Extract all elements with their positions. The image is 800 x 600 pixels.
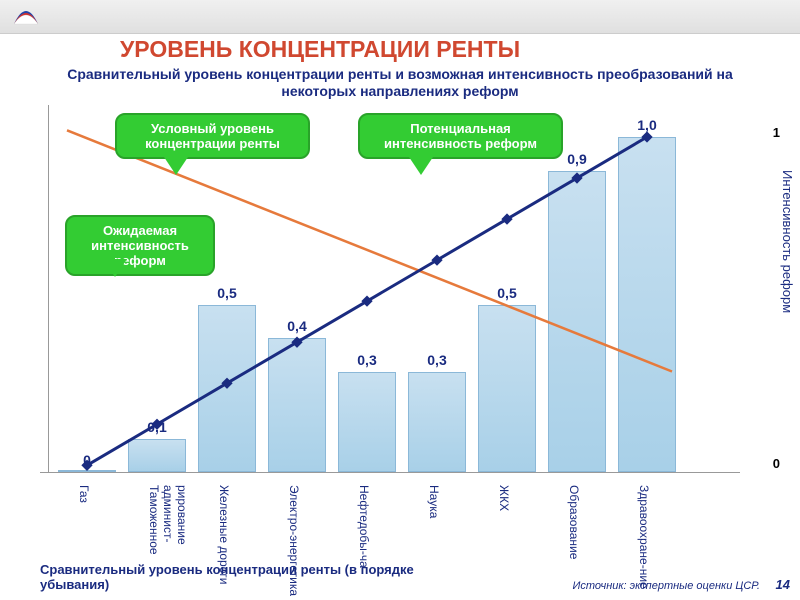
page-title: УРОВЕНЬ КОНЦЕНТРАЦИИ РЕНТЫ bbox=[120, 36, 520, 63]
bar-group: 00,10,50,40,30,30,50,91,0 bbox=[48, 137, 692, 472]
callout-tail bbox=[409, 157, 433, 175]
callout: Условный уровень концентрации ренты bbox=[115, 113, 310, 159]
page-number: 14 bbox=[776, 577, 790, 592]
x-axis-caption: Сравнительный уровень концентрации ренты… bbox=[40, 562, 420, 592]
bar bbox=[548, 171, 606, 473]
callout: Потенциальная интенсивность реформ bbox=[358, 113, 563, 159]
right-tick-1: 1 bbox=[773, 125, 780, 140]
bar bbox=[618, 137, 676, 472]
bar-value-label: 0,1 bbox=[127, 419, 187, 435]
callout-tail bbox=[103, 259, 127, 277]
bar-value-label: 0,4 bbox=[267, 318, 327, 334]
bar-value-label: 0,3 bbox=[337, 352, 397, 368]
bar bbox=[338, 372, 396, 473]
bar-value-label: 0 bbox=[57, 452, 117, 468]
bar bbox=[268, 338, 326, 472]
bar-value-label: 1,0 bbox=[617, 117, 677, 133]
page-subtitle: Сравнительный уровень концентрации ренты… bbox=[60, 66, 740, 100]
category-label: Наука bbox=[427, 480, 441, 600]
callout: Ожидаемая интенсивность реформ bbox=[65, 215, 215, 276]
logo-icon bbox=[12, 4, 40, 28]
header-bar bbox=[0, 0, 800, 34]
category-label: ЖКХ bbox=[497, 480, 511, 600]
bar-value-label: 0,5 bbox=[477, 285, 537, 301]
bar bbox=[58, 470, 116, 472]
bar bbox=[128, 439, 186, 473]
footer-source: Источник: экспертные оценки ЦСР. bbox=[572, 580, 760, 592]
bar-value-label: 0,5 bbox=[197, 285, 257, 301]
right-axis-label: Интенсивность реформ bbox=[780, 170, 795, 313]
bar bbox=[408, 372, 466, 473]
callout-tail bbox=[164, 157, 188, 175]
x-axis-line bbox=[40, 472, 740, 473]
right-tick-0: 0 bbox=[773, 456, 780, 471]
bar bbox=[478, 305, 536, 473]
bar bbox=[198, 305, 256, 473]
bar-value-label: 0,3 bbox=[407, 352, 467, 368]
